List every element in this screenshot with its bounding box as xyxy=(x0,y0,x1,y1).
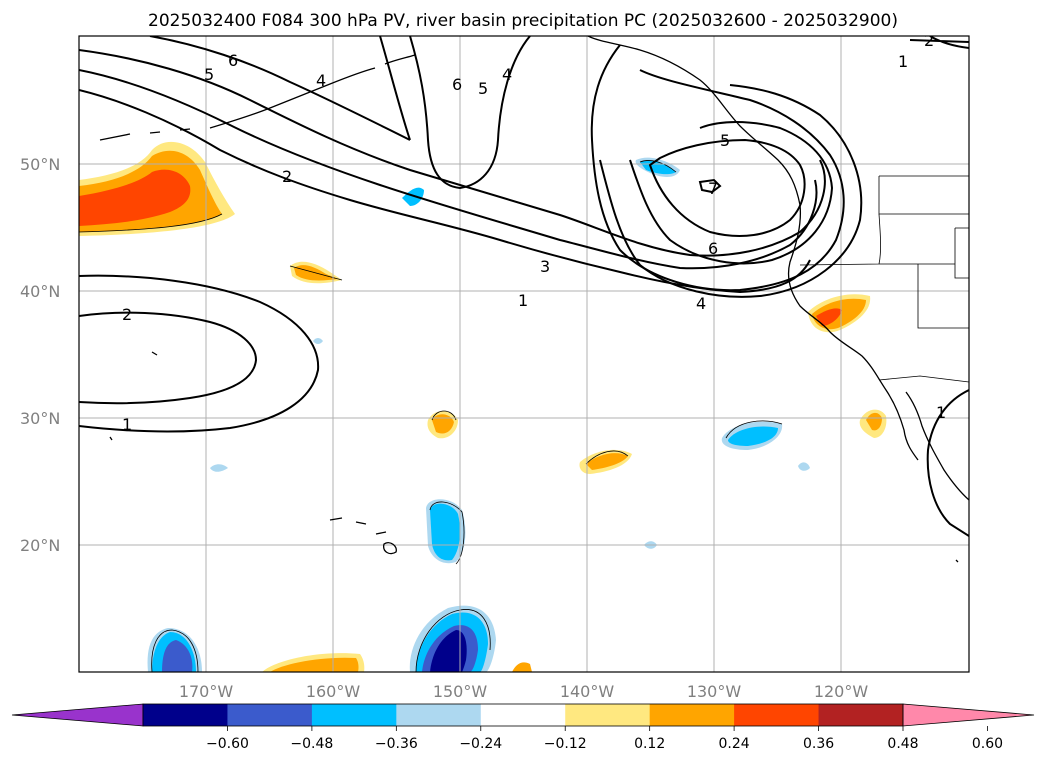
contour-label: 2 xyxy=(924,31,934,50)
pv-contours xyxy=(79,36,969,537)
lat-label: 30°N xyxy=(20,409,60,428)
colorbar-segment xyxy=(734,704,820,726)
lon-label: 160°W xyxy=(306,682,361,701)
precip-shading-edges xyxy=(79,160,783,672)
contour-label: 3 xyxy=(540,257,550,276)
contour-label: 6 xyxy=(708,239,718,258)
colorbar-frame xyxy=(142,703,904,727)
colorbar-segment xyxy=(649,704,735,726)
contour-label: 7 xyxy=(708,179,718,198)
colorbar-tick-label: 0.36 xyxy=(803,736,834,752)
colorbar-segment xyxy=(396,704,482,726)
lat-label: 20°N xyxy=(20,536,60,555)
colorbar-segment xyxy=(227,704,313,726)
colorbar-tick-label: −0.48 xyxy=(290,736,333,752)
map-panel: 6 5 4 6 5 4 2 3 1 2 1 7 6 5 4 1 2 1 xyxy=(79,31,969,672)
colorbar-segment xyxy=(143,704,228,726)
colorbar-segment xyxy=(818,704,904,726)
lat-label: 40°N xyxy=(20,282,60,301)
contour-label: 4 xyxy=(502,65,512,84)
colorbar-tick-label: −0.36 xyxy=(375,736,418,752)
contour-label: 1 xyxy=(936,403,946,422)
map-frame xyxy=(78,35,970,673)
colorbar-tick-label: 0.24 xyxy=(719,736,750,752)
colorbar-extend-high xyxy=(902,703,1035,727)
colorbar-segment xyxy=(480,704,566,726)
contour-label: 6 xyxy=(228,51,238,70)
political-borders xyxy=(799,175,969,383)
colorbar-tick-label: 0.48 xyxy=(887,736,918,752)
contour-label: 5 xyxy=(478,79,488,98)
contour-label: 1 xyxy=(122,415,132,434)
lon-label: 150°W xyxy=(433,682,488,701)
colorbar-segment xyxy=(565,704,651,726)
lon-label: 170°W xyxy=(179,682,234,701)
contour-label: 4 xyxy=(696,294,706,313)
lon-label: 140°W xyxy=(560,682,615,701)
colorbar-tick-label: 0.60 xyxy=(972,736,1003,752)
lon-label: 130°W xyxy=(687,682,742,701)
contour-label: 1 xyxy=(898,52,908,71)
contour-label: 5 xyxy=(720,131,730,150)
contour-label: 2 xyxy=(282,167,292,186)
lat-labels: 20°N 30°N 40°N 50°N xyxy=(20,155,60,555)
contour-label: 4 xyxy=(316,71,326,90)
lon-labels: 170°W 160°W 150°W 140°W 130°W 120°W xyxy=(179,682,869,701)
contour-label: 1 xyxy=(518,291,528,310)
contour-labels: 6 5 4 6 5 4 2 3 1 2 1 7 6 5 4 1 2 1 xyxy=(122,31,946,434)
colorbar: −0.60 −0.48 −0.36 −0.24 −0.12 0.12 0.24 0.36 0.4… xyxy=(11,703,1035,752)
colorbar-tick-label: −0.60 xyxy=(206,736,249,752)
colorbar-tick-label: 0.12 xyxy=(634,736,665,752)
lat-label: 50°N xyxy=(20,155,60,174)
colorbar-tick-label: −0.24 xyxy=(459,736,502,752)
contour-label: 2 xyxy=(122,305,132,324)
colorbar-extend-low xyxy=(11,703,144,727)
colorbar-tick-label: −0.12 xyxy=(544,736,587,752)
colorbar-segment xyxy=(311,704,397,726)
contour-label: 5 xyxy=(204,65,214,84)
lon-label: 120°W xyxy=(814,682,869,701)
figure-title: 2025032400 F084 300 hPa PV, river basin … xyxy=(148,11,898,31)
contour-label: 6 xyxy=(452,75,462,94)
